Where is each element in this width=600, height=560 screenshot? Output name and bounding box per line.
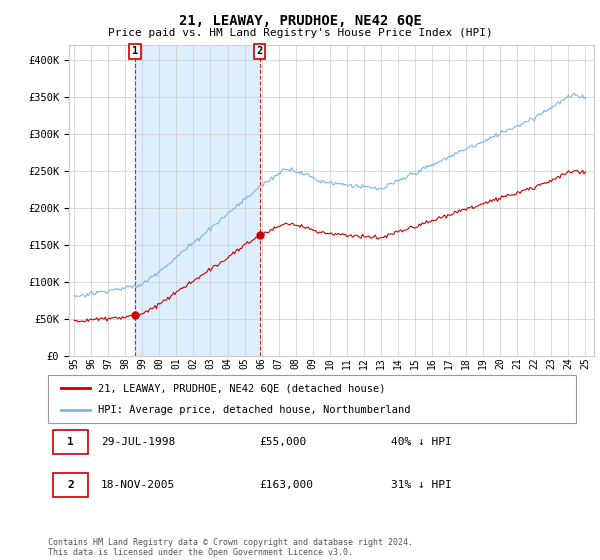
Text: 1: 1 bbox=[67, 437, 74, 447]
Text: 21, LEAWAY, PRUDHOE, NE42 6QE (detached house): 21, LEAWAY, PRUDHOE, NE42 6QE (detached … bbox=[98, 383, 386, 393]
Text: 18-NOV-2005: 18-NOV-2005 bbox=[101, 480, 175, 491]
FancyBboxPatch shape bbox=[53, 430, 88, 454]
Text: 29-JUL-1998: 29-JUL-1998 bbox=[101, 437, 175, 447]
Text: 31% ↓ HPI: 31% ↓ HPI bbox=[391, 480, 452, 491]
FancyBboxPatch shape bbox=[53, 473, 88, 497]
Text: HPI: Average price, detached house, Northumberland: HPI: Average price, detached house, Nort… bbox=[98, 405, 410, 415]
Text: £55,000: £55,000 bbox=[259, 437, 307, 447]
Bar bbox=[135, 45, 260, 356]
Text: Price paid vs. HM Land Registry's House Price Index (HPI): Price paid vs. HM Land Registry's House … bbox=[107, 28, 493, 38]
Text: 21, LEAWAY, PRUDHOE, NE42 6QE: 21, LEAWAY, PRUDHOE, NE42 6QE bbox=[179, 14, 421, 28]
Text: 2: 2 bbox=[67, 480, 74, 491]
Text: £163,000: £163,000 bbox=[259, 480, 313, 491]
Text: 1: 1 bbox=[132, 46, 138, 57]
Text: Contains HM Land Registry data © Crown copyright and database right 2024.
This d: Contains HM Land Registry data © Crown c… bbox=[48, 538, 413, 557]
FancyBboxPatch shape bbox=[48, 375, 576, 423]
Text: 40% ↓ HPI: 40% ↓ HPI bbox=[391, 437, 452, 447]
Text: 2: 2 bbox=[256, 46, 263, 57]
